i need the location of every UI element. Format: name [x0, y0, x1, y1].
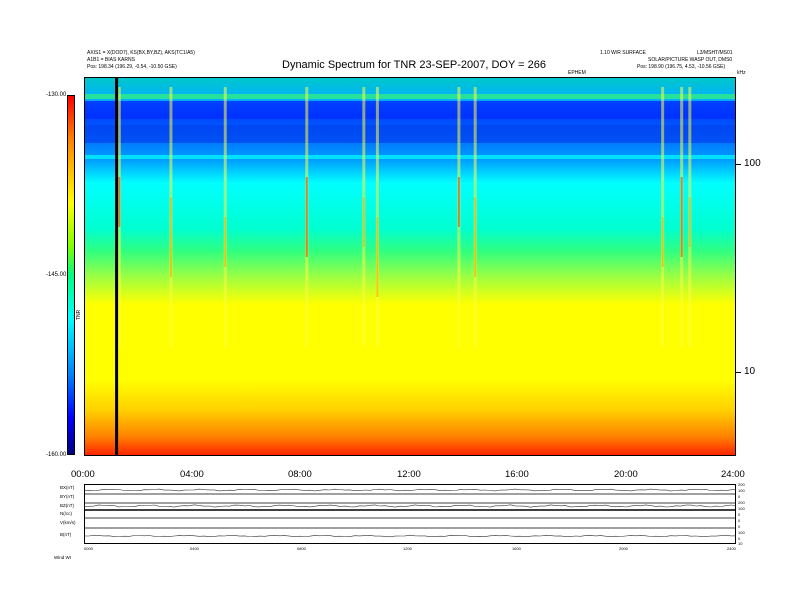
y-tickmark-10	[736, 372, 741, 373]
y-tick-10: 10	[744, 366, 756, 377]
burst-core	[661, 217, 664, 267]
burst-core	[169, 197, 172, 277]
panel-right-tick-6: 0	[738, 512, 741, 517]
burst-core	[362, 197, 365, 247]
x-tick-2: 08:00	[288, 469, 312, 480]
y-tick-100: 100	[744, 158, 761, 169]
burst-core	[688, 197, 691, 247]
x-tick-3: 12:00	[397, 469, 421, 480]
plot-frame	[84, 77, 736, 456]
colorbar-tick-mid: -145.00	[46, 272, 67, 278]
x-tick-0: 00:00	[71, 469, 95, 480]
panel-right-tick-2: 100	[738, 488, 745, 493]
panel-right-tick-4: 200	[738, 500, 745, 505]
header-right-line3: Pos: 198.90 (196.75, 4.53, -10.56 GSE)	[637, 64, 726, 70]
panel-right-tick-1: 200	[738, 482, 745, 487]
x-tick-4: 16:00	[505, 469, 529, 480]
panel-right-tick-10: 0	[738, 536, 741, 541]
colorbar	[67, 95, 75, 455]
burst-core	[118, 177, 121, 227]
header-right-line2: SOLAR/PICTURE WASP OUT, DMS0	[648, 57, 733, 63]
y-tickmark-100	[736, 164, 741, 165]
panel-x-tick-4: 1600	[512, 546, 521, 551]
band-dark-blue-1	[84, 101, 736, 119]
burst-core	[680, 177, 683, 257]
colorbar-label: TNR	[76, 309, 82, 320]
header-left-line1: AXIS1 = X(DOD7), KS(BX,BY,BZ), AKS(TC1/A…	[87, 50, 195, 56]
band-top-green	[84, 94, 736, 99]
panel-label-3: BZ(nT)	[60, 503, 74, 508]
radio-bursts	[117, 87, 692, 347]
panel-label-4: N(/cc)	[60, 511, 72, 516]
panel-right-tick-11: 10	[738, 541, 743, 546]
panel-label-5: V(km/s)	[60, 520, 76, 525]
burst-core	[474, 197, 477, 277]
band-cyan-line	[84, 155, 736, 159]
header-right-line1b: L3/MSHT/MS01	[697, 50, 733, 56]
x-tick-1: 04:00	[180, 469, 204, 480]
header-left-line3: Pos: 198.34 (196.29, -0.54, -10.50 GSE)	[87, 64, 177, 70]
panel-right-tick-7: 0	[738, 518, 741, 523]
burst-core	[457, 177, 460, 227]
burst-core	[224, 217, 227, 267]
header-right-line4: EPHEM	[568, 70, 586, 76]
panel-x-tick-2: 0800	[297, 546, 306, 551]
panel-x-tick-6: 2400	[727, 546, 736, 551]
data-gap-line	[115, 77, 119, 456]
panel-right-tick-9: 100	[738, 530, 745, 535]
panel-label-1: BX(nT)	[60, 485, 75, 490]
panel-right-tick-3: 0	[738, 494, 741, 499]
panel-x-tick-3: 1200	[403, 546, 412, 551]
burst-core	[376, 217, 379, 297]
panel-x-tick-1: 0400	[190, 546, 199, 551]
panel-label-2: BY(nT)	[60, 494, 75, 499]
colorbar-tick-bottom: -160.00	[46, 452, 67, 458]
footer-label: Wind WI	[54, 555, 72, 560]
x-tick-6: 24:00	[721, 469, 745, 480]
chart-title: Dynamic Spectrum for TNR 23-SEP-2007, DO…	[282, 59, 547, 71]
dynamic-spectrum-plot	[84, 77, 736, 456]
header-left-line2: A1B1 = BIAS KARNS	[87, 57, 135, 63]
panel-label-6: B(nT)	[60, 532, 72, 537]
parameter-panels	[84, 484, 736, 544]
burst-core	[305, 177, 308, 257]
y-axis-unit: kHz	[737, 70, 746, 76]
panel-x-tick-0: 0000	[84, 546, 93, 551]
panel-x-tick-5: 2000	[619, 546, 628, 551]
colorbar-tick-top: -130.00	[46, 92, 67, 98]
band-dark-blue-2	[84, 125, 736, 143]
panel-right-tick-8: 0	[738, 524, 741, 529]
x-tick-5: 20:00	[614, 469, 638, 480]
panel-right-tick-5: 100	[738, 506, 745, 511]
header-right-line1a: 1.10 W/R SURFACE	[600, 50, 646, 56]
